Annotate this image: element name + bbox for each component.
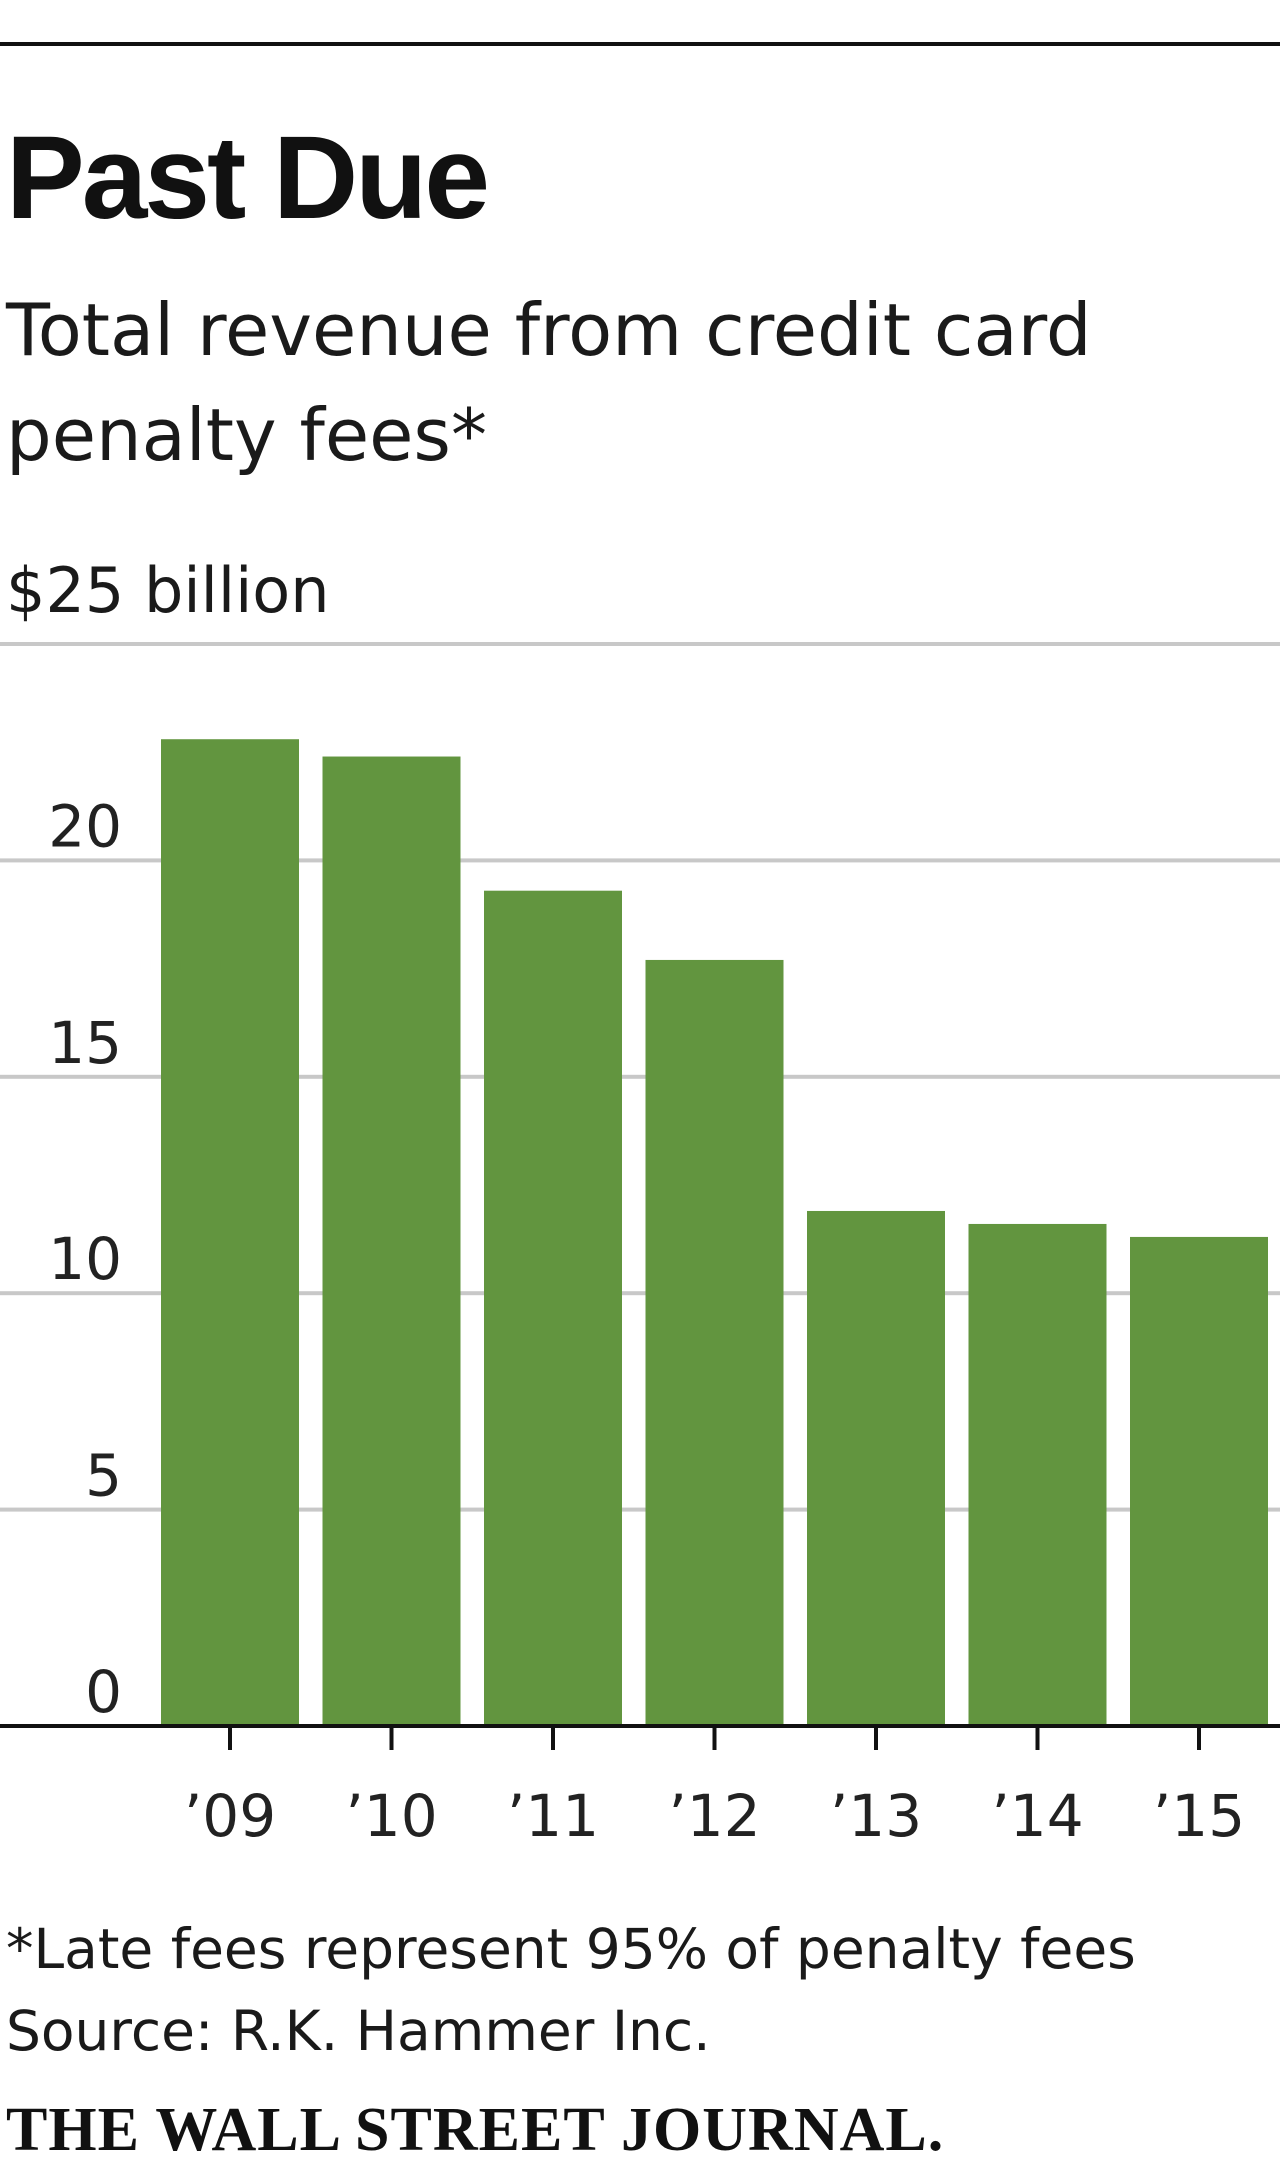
gridline bbox=[0, 1507, 1280, 1512]
bar bbox=[484, 890, 622, 1726]
gridlines bbox=[0, 642, 1280, 1512]
chart-subtitle-line-2: penalty fees* bbox=[6, 393, 487, 477]
bar bbox=[1130, 1236, 1268, 1726]
x-tick-label: ’09 bbox=[184, 1782, 276, 1850]
y-tick-label: 0 bbox=[85, 1658, 122, 1726]
gridline bbox=[0, 1074, 1280, 1079]
x-tick-label: ’13 bbox=[830, 1782, 922, 1850]
x-tick-mark bbox=[389, 1728, 394, 1750]
x-tick-mark bbox=[551, 1728, 555, 1750]
y-axis-unit-label: $25 billion bbox=[6, 554, 330, 627]
bar bbox=[322, 756, 461, 1726]
gridline bbox=[0, 642, 1280, 646]
x-tick-label: ’15 bbox=[1153, 1782, 1245, 1850]
x-tick-mark bbox=[1035, 1728, 1040, 1750]
x-axis: ’09 ’10 ’11 ’12 ’13 ’14 ’15 bbox=[184, 1728, 1245, 1850]
x-tick-label: ’11 bbox=[507, 1782, 599, 1850]
gridline bbox=[0, 1291, 1280, 1296]
bar bbox=[968, 1223, 1107, 1726]
gridline bbox=[0, 858, 1280, 863]
bars bbox=[161, 739, 1268, 1726]
chart-subtitle-line-1: Total revenue from credit card bbox=[5, 288, 1092, 372]
x-tick-label: ’14 bbox=[991, 1782, 1083, 1850]
bar bbox=[161, 739, 299, 1726]
x-tick-mark bbox=[712, 1728, 717, 1750]
x-tick-mark bbox=[874, 1728, 878, 1750]
bar bbox=[807, 1210, 945, 1726]
bar bbox=[645, 959, 784, 1726]
source-note: Source: R.K. Hammer Inc. bbox=[6, 1999, 711, 2063]
footnote: *Late fees represent 95% of penalty fees bbox=[6, 1917, 1136, 1981]
x-tick-mark bbox=[228, 1728, 232, 1750]
y-axis-tick-labels: 0 5 10 15 20 bbox=[48, 792, 122, 1726]
publisher-logo: THE WALL STREET JOURNAL. bbox=[6, 2096, 944, 2164]
chart-title: Past Due bbox=[6, 112, 487, 244]
y-tick-label: 5 bbox=[85, 1442, 122, 1510]
y-tick-label: 20 bbox=[48, 792, 122, 860]
y-tick-label: 10 bbox=[48, 1225, 122, 1293]
x-tick-label: ’12 bbox=[668, 1782, 760, 1850]
y-tick-label: 15 bbox=[48, 1009, 122, 1077]
top-rule bbox=[0, 42, 1280, 46]
x-axis-baseline bbox=[0, 1724, 1280, 1728]
x-tick-mark bbox=[1197, 1728, 1201, 1750]
x-tick-label: ’10 bbox=[345, 1782, 437, 1850]
